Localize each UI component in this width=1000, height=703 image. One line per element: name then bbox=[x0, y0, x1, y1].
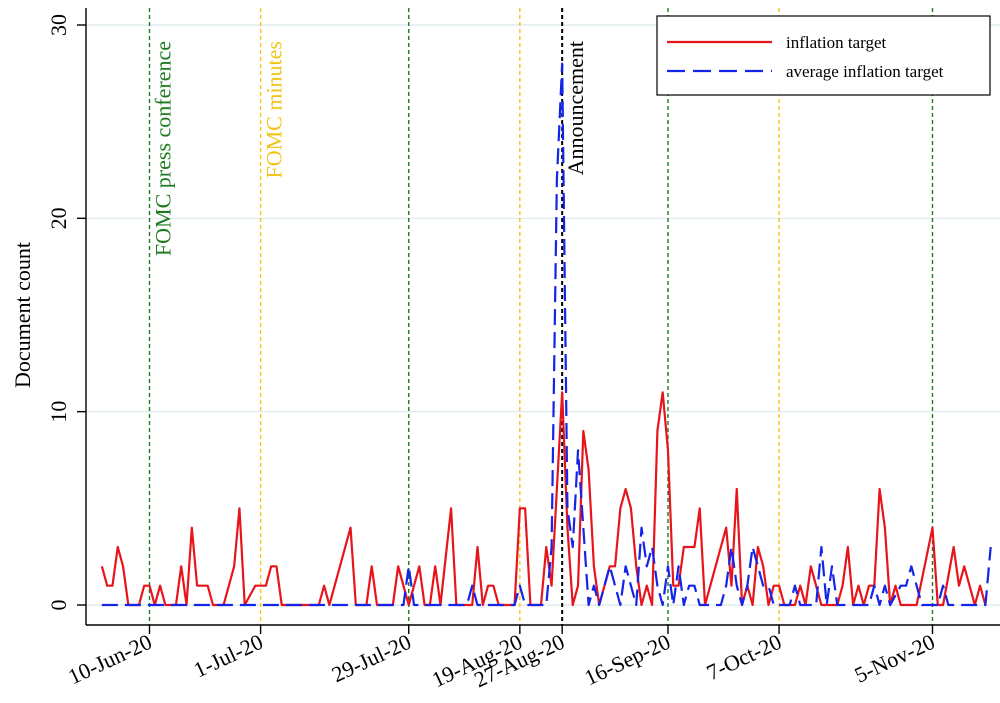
series-line-average-inflation-target bbox=[101, 62, 992, 607]
x-tick-label-1: 1-Jul-20 bbox=[190, 629, 267, 683]
event-label-announcement: Announcement bbox=[563, 41, 588, 175]
event-lines: FOMC press conference FOMC minutes Announc… bbox=[148, 8, 934, 625]
x-tick-label-2: 29-Jul-20 bbox=[328, 629, 415, 687]
legend-box bbox=[656, 15, 991, 96]
series-line-inflation-target bbox=[100, 391, 987, 607]
x-tick-label-5: 16-Sep-20 bbox=[580, 629, 674, 690]
x-tick-label-7: 5-Nov-20 bbox=[851, 629, 939, 688]
legend: inflation target average inflation targe… bbox=[656, 15, 991, 96]
event-label-press: FOMC press conference bbox=[151, 41, 176, 256]
legend-label-average-inflation-target: average inflation target bbox=[786, 62, 944, 81]
event-label-minutes: FOMC minutes bbox=[262, 41, 287, 179]
x-tick-label-0: 10-Jun-20 bbox=[64, 629, 155, 689]
x-tick-label-6: 7-Oct-20 bbox=[703, 629, 786, 685]
y-tick-label-2: 20 bbox=[46, 207, 71, 229]
y-tick-label-3: 30 bbox=[46, 14, 71, 36]
y-tick-label-1: 10 bbox=[46, 401, 71, 423]
legend-label-inflation-target: inflation target bbox=[786, 33, 887, 52]
grid-lines bbox=[86, 24, 1000, 606]
y-tick-label-0: 0 bbox=[46, 600, 71, 611]
data-series bbox=[100, 62, 992, 607]
y-axis-title: Document count bbox=[10, 242, 35, 388]
